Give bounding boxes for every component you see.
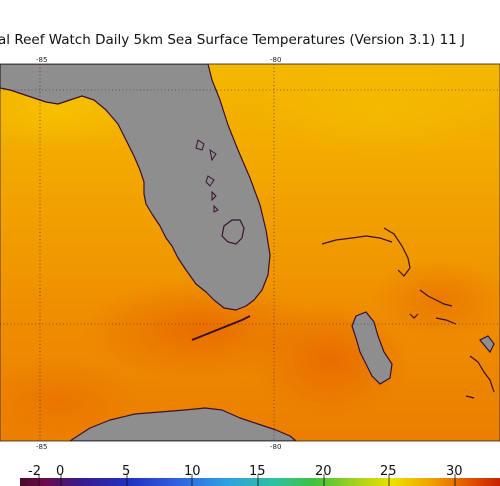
colorbar-ticks (38, 474, 456, 486)
page-title: al Reef Watch Daily 5km Sea Surface Temp… (0, 32, 465, 48)
warm-water-patch (0, 360, 140, 440)
map-frame (0, 63, 500, 442)
top-tick-label: -85 (36, 56, 47, 64)
colorbar-label: -2 (28, 464, 41, 479)
colorbar-label: 25 (380, 464, 397, 479)
map-area (0, 64, 500, 441)
colorbar-label: 5 (122, 464, 130, 479)
cool-water-patch (260, 64, 500, 160)
colorbar-label: 0 (56, 464, 64, 479)
andros-island (351, 311, 393, 385)
colorbar-label: 10 (184, 464, 201, 479)
top-tick-label: -80 (270, 56, 281, 64)
bottom-tick-label: -85 (36, 443, 47, 451)
florida-keys (191, 315, 251, 341)
lake-okeechobee (221, 219, 245, 245)
colorbar-label: 30 (446, 464, 463, 479)
colorbar-label: 20 (315, 464, 332, 479)
florida-landmass (0, 64, 271, 311)
graticule (0, 64, 500, 441)
colorbar-label: 15 (249, 464, 266, 479)
colorbar (20, 478, 500, 486)
cuba-landmass (69, 407, 297, 441)
bahamas-islands (479, 335, 495, 353)
interior-lakes (195, 139, 219, 213)
title-group: al Reef Watch Daily 5km Sea Surface Temp… (0, 32, 465, 48)
bottom-tick-label: -80 (270, 443, 281, 451)
